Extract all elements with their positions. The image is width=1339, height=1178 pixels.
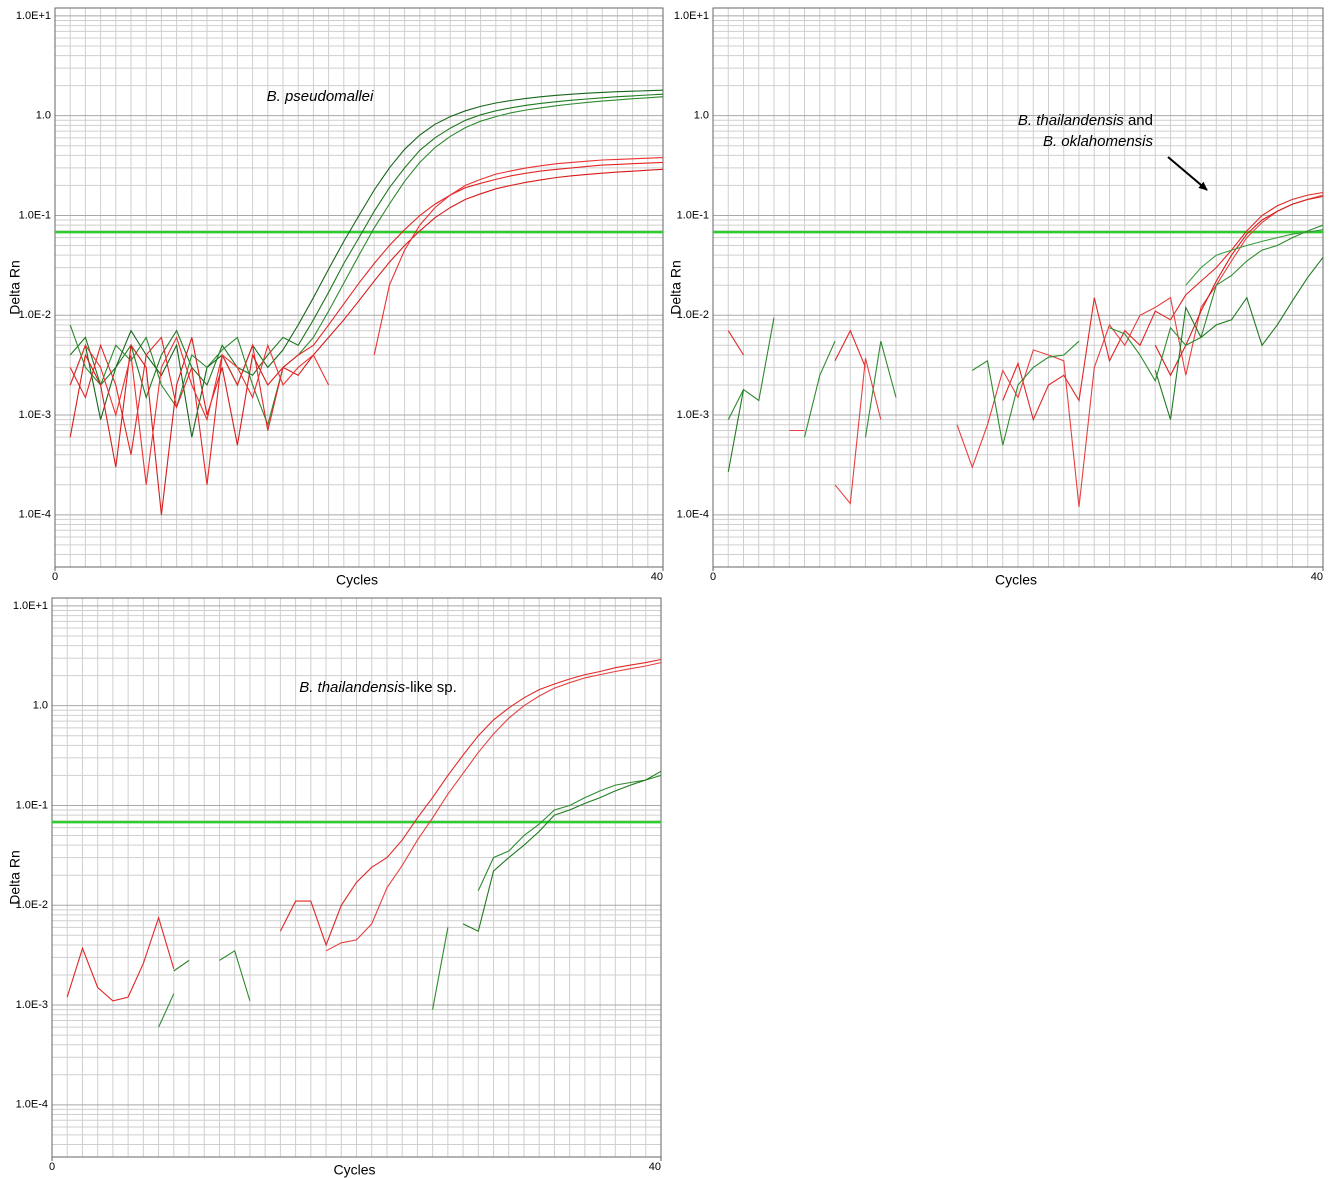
y-axis-label: Delta Rn	[7, 850, 23, 904]
y-tick-label: 1.0E-3	[16, 999, 48, 1011]
y-tick-label: 1.0	[694, 110, 709, 122]
y-tick-label: 1.0E+1	[674, 10, 709, 22]
amplification-curve	[173, 770, 661, 972]
amplification-curve	[727, 191, 1323, 422]
y-tick-label: 1.0E-1	[677, 209, 709, 221]
y-tick-label: 1.0E-4	[16, 1099, 48, 1111]
x-axis-label: Cycles	[995, 572, 1037, 588]
annotation-arrow	[1167, 156, 1208, 191]
y-tick-label: 1.0E-4	[677, 509, 709, 521]
y-tick-label: 1.0E-1	[19, 209, 51, 221]
panel: 1.0E+1 1.0 1.0E-1 1.0E-2 1.0E-3 1.0E-4 0 40 Cycl…	[7, 597, 662, 1178]
amplification-curve	[727, 257, 1323, 472]
annotation-part: B. thailandensis	[299, 679, 405, 696]
x-axis-label: Cycles	[336, 572, 378, 588]
plot-frame	[51, 597, 662, 1158]
x-axis-label: Cycles	[333, 1162, 375, 1178]
y-tick-label: 1.0E-3	[677, 409, 709, 421]
amplification-curve	[325, 662, 661, 952]
amplification-curve	[66, 658, 661, 1002]
x-tick-label: 40	[651, 571, 663, 583]
annotation: B. thailandensis and	[1018, 112, 1153, 129]
amplification-curve	[1185, 229, 1323, 286]
x-tick-label: 40	[649, 1161, 661, 1173]
amplification-curve	[69, 89, 663, 438]
annotation: B. oklahomensis	[1043, 133, 1154, 150]
y-tick-label: 1.0E-2	[19, 309, 51, 321]
annotation-part: B. thailandensis	[1018, 112, 1124, 129]
amplification-curve	[69, 168, 663, 515]
y-tick-label: 1.0E-2	[677, 309, 709, 321]
plot-frame	[54, 7, 664, 568]
y-axis-label: Delta Rn	[668, 260, 684, 314]
annotation: B. pseudomallei	[267, 88, 374, 105]
annotation: B. thailandensis-like sp.	[299, 679, 457, 696]
amplification-curve	[69, 157, 663, 485]
x-tick-label: 0	[49, 1161, 55, 1173]
plot-frame	[712, 7, 1324, 568]
y-tick-label: 1.0	[36, 110, 51, 122]
amplification-curve	[789, 194, 1323, 507]
annotation-part: B. oklahomensis	[1043, 133, 1154, 150]
y-tick-label: 1.0E-4	[19, 509, 51, 521]
panel: 1.0E+1 1.0 1.0E-1 1.0E-2 1.0E-3 1.0E-4 0 40 Cycl…	[668, 7, 1324, 588]
y-tick-label: 1.0E+1	[16, 10, 51, 22]
y-axis-label: Delta Rn	[7, 260, 23, 314]
x-tick-label: 0	[52, 571, 58, 583]
amplification-curve	[1154, 195, 1323, 377]
y-tick-label: 1.0	[33, 700, 48, 712]
amplification-curve	[69, 161, 663, 485]
annotation-part: -like sp.	[405, 679, 457, 696]
y-tick-label: 1.0E+1	[13, 600, 48, 612]
amplification-curve	[69, 96, 663, 427]
amplification-curve	[69, 93, 663, 400]
y-tick-label: 1.0E-2	[16, 899, 48, 911]
y-tick-label: 1.0E-1	[16, 799, 48, 811]
annotation-part: B. pseudomallei	[267, 88, 374, 105]
amplification-curve	[727, 224, 1323, 446]
annotation-part: and	[1124, 112, 1153, 129]
y-tick-label: 1.0E-3	[19, 409, 51, 421]
x-tick-label: 40	[1311, 571, 1323, 583]
panel: 1.0E+1 1.0 1.0E-1 1.0E-2 1.0E-3 1.0E-4 0 40 Cycl…	[7, 7, 664, 588]
amplification-curve	[158, 774, 661, 1028]
x-tick-label: 0	[710, 571, 716, 583]
